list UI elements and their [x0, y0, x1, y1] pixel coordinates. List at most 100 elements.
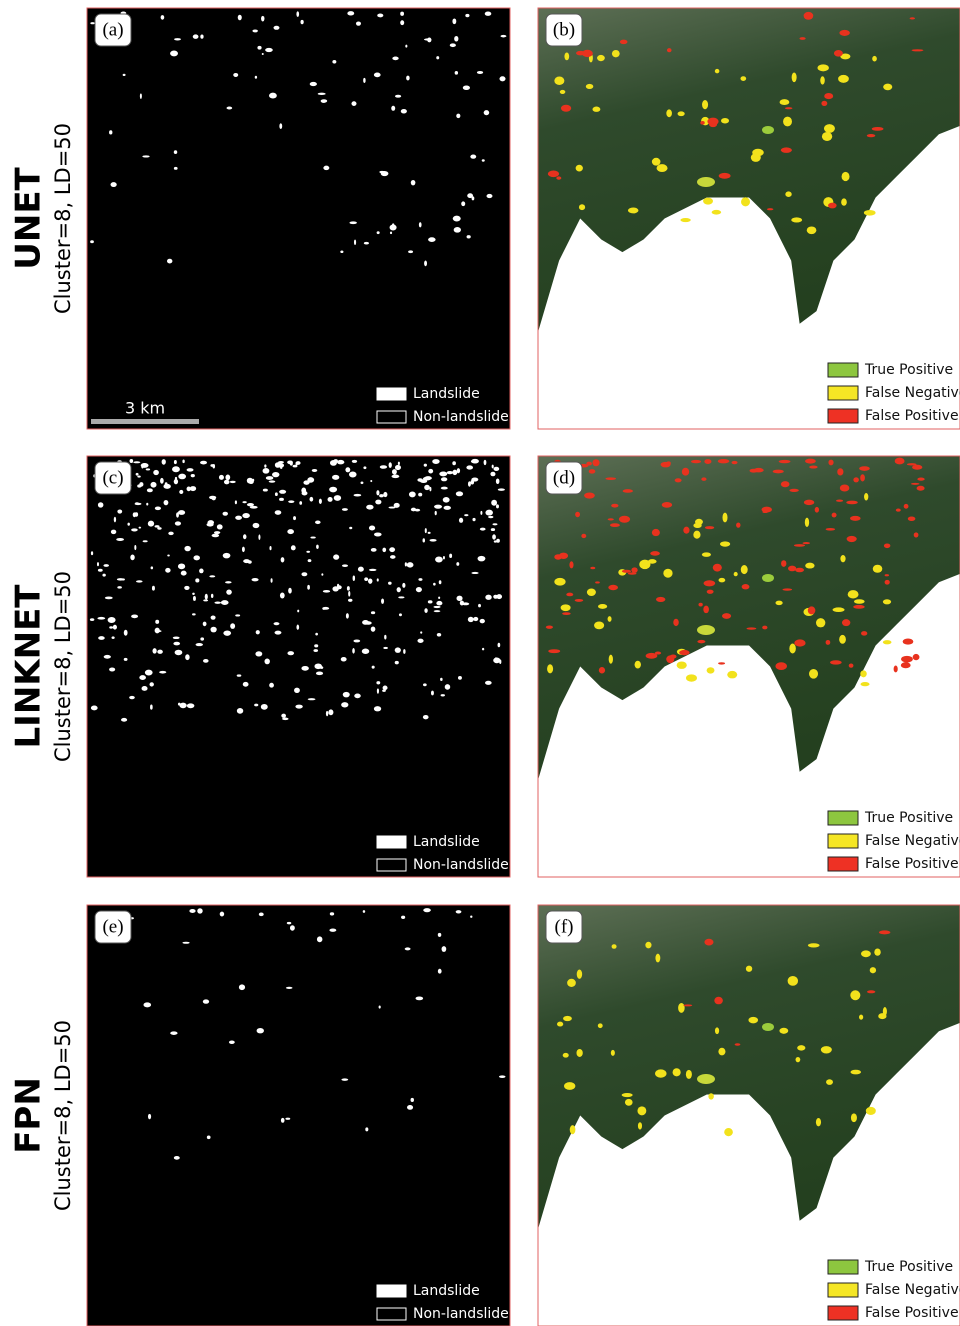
false-positive-area: [652, 529, 660, 536]
false-negative-area: [715, 1027, 719, 1034]
false-negative-area: [859, 1015, 863, 1020]
landslide-speck: [349, 527, 352, 529]
false-positive-area: [782, 588, 792, 590]
landslide-speck: [269, 546, 271, 550]
false-positive-area: [849, 664, 854, 668]
false-positive-area: [867, 134, 876, 137]
landslide-speck: [499, 1075, 505, 1078]
false-positive-area: [879, 930, 891, 934]
landslide-speck: [362, 649, 369, 654]
legend-label: Non-landslide: [413, 409, 509, 425]
landslide-speck: [191, 474, 195, 477]
landslide-speck: [321, 99, 328, 102]
landslide-speck: [333, 554, 339, 559]
false-negative-area: [686, 674, 697, 681]
landslide-speck: [499, 76, 505, 81]
landslide-speck: [187, 487, 191, 492]
landslide-speck: [146, 468, 150, 470]
landslide-speck: [290, 925, 295, 931]
landslide-speck: [263, 468, 270, 474]
false-negative-area: [816, 618, 825, 627]
landslide-speck: [141, 463, 149, 468]
landslide-speck: [91, 551, 93, 555]
landslide-speck: [429, 487, 431, 491]
landslide-speck: [478, 604, 481, 608]
false-negative-area: [652, 158, 661, 166]
landslide-speck: [491, 500, 497, 506]
landslide-speck: [332, 60, 336, 64]
landslide-speck: [129, 696, 135, 699]
landslide-speck: [308, 698, 316, 700]
landslide-speck: [423, 538, 426, 542]
landslide-speck: [256, 630, 260, 634]
false-positive-area: [667, 48, 672, 52]
landslide-speck: [440, 678, 443, 681]
landslide-speck: [247, 478, 253, 484]
landslide-speck: [428, 532, 431, 534]
landslide-speck: [121, 578, 125, 580]
landslide-speck: [109, 626, 113, 628]
landslide-speck: [148, 1114, 151, 1119]
false-positive-area: [569, 561, 573, 568]
landslide-speck: [98, 636, 105, 640]
landslide-speck: [496, 539, 500, 543]
landslide-speck: [467, 193, 473, 198]
landslide-speck: [420, 479, 427, 483]
false-positive-area: [839, 30, 849, 36]
landslide-speck: [411, 1098, 414, 1102]
landslide-speck: [174, 150, 177, 154]
false-negative-area: [864, 210, 876, 216]
landslide-speck: [225, 475, 230, 481]
legend-label: Landslide: [413, 1283, 480, 1299]
landslide-speck: [379, 494, 384, 497]
false-negative-area: [854, 599, 865, 604]
false-negative-area: [576, 165, 583, 172]
false-positive-area: [556, 176, 561, 179]
landslide-speck: [297, 610, 299, 613]
false-positive-area: [682, 468, 689, 476]
false-positive-area: [794, 544, 805, 547]
landslide-speck: [329, 929, 336, 932]
landslide-speck: [314, 644, 318, 647]
landslide-speck: [233, 73, 238, 77]
false-positive-area: [704, 939, 713, 946]
false-negative-area: [821, 1046, 832, 1053]
landslide-speck: [390, 225, 397, 231]
landslide-speck: [470, 916, 472, 918]
false-positive-area: [901, 656, 913, 663]
false-positive-area: [631, 567, 637, 573]
landslide-speck: [424, 608, 427, 613]
false-positive-area: [700, 121, 704, 125]
model-name: FPN: [9, 1077, 49, 1154]
landslide-speck: [155, 620, 159, 624]
landslide-speck: [382, 548, 386, 553]
landslide-speck: [255, 76, 257, 79]
landslide-speck: [398, 596, 404, 598]
landslide-speck: [124, 630, 128, 636]
landslide-speck: [472, 518, 475, 521]
landslide-speck: [242, 547, 245, 552]
false-positive-area: [912, 465, 922, 470]
false-negative-area: [608, 616, 612, 622]
landslide-speck: [139, 527, 141, 529]
legend-label: False Negative: [865, 1282, 960, 1298]
landslide-speck: [295, 705, 302, 709]
landslide-speck: [275, 510, 282, 515]
landslide-speck: [134, 512, 138, 516]
landslide-speck: [388, 582, 392, 585]
landslide-speck: [296, 11, 299, 17]
landslide-speck: [377, 578, 379, 581]
false-positive-area: [917, 477, 924, 480]
landslide-speck: [109, 668, 115, 672]
legend-label: True Positive: [864, 1259, 953, 1275]
landslide-speck: [136, 580, 142, 582]
landslide-speck: [492, 534, 496, 539]
landslide-speck: [394, 503, 400, 508]
false-negative-area: [567, 979, 576, 987]
false-positive-area: [785, 107, 793, 109]
landslide-speck: [374, 73, 381, 78]
false-positive-area: [608, 518, 614, 520]
landslide-speck: [182, 460, 184, 464]
landslide-speck: [90, 22, 94, 24]
landslide-speck: [419, 222, 422, 227]
